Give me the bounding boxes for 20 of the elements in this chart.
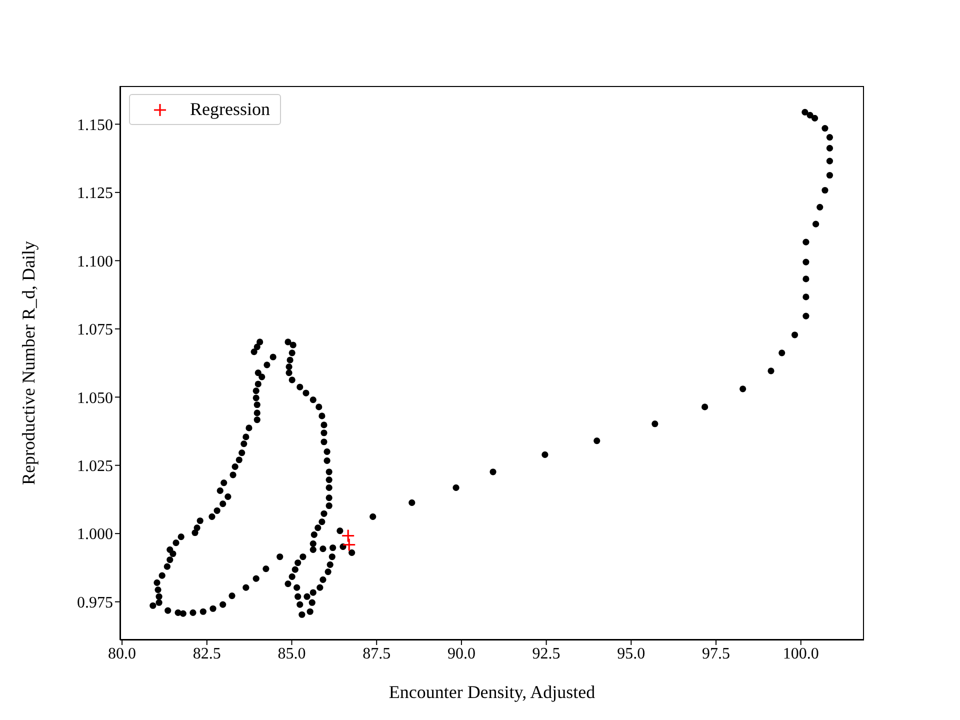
x-tick-label: 100.0 [782, 645, 819, 662]
x-tick-label: 85.0 [278, 645, 306, 662]
y-tick-label: 1.125 [77, 185, 113, 202]
y-tick-label: 0.975 [77, 594, 113, 612]
y-tick-label: 1.075 [77, 322, 113, 339]
x-axis-title: Encounter Density, Adjusted [388, 682, 596, 702]
x-tick-label: 90.0 [447, 645, 476, 662]
y-tick-label: 1.100 [77, 253, 113, 270]
x-tick-label: 97.5 [702, 645, 730, 662]
x-tick-label: 95.0 [617, 645, 646, 662]
x-tick-label: 82.5 [192, 645, 221, 662]
y-tick-label: 1.025 [77, 458, 113, 476]
y-axis-title: Reproductive Number R_d, Daily [18, 241, 38, 485]
x-tick-label: 92.5 [532, 645, 560, 662]
y-tick-label: 1.000 [77, 526, 113, 544]
x-tick-label: 87.5 [362, 645, 391, 662]
legend-label: Regression [190, 99, 270, 120]
y-tick-label: 1.050 [77, 390, 113, 407]
x-tick-label: 80.0 [108, 645, 136, 662]
y-tick-label: 1.150 [77, 116, 113, 134]
